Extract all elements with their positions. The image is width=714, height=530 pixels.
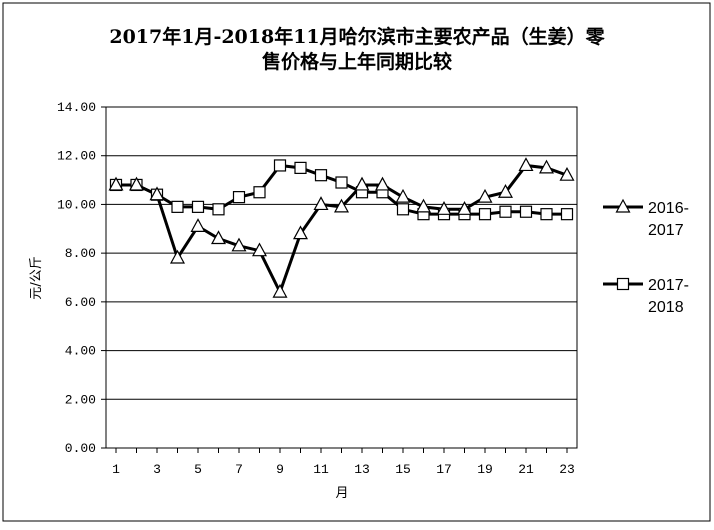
series-2-point: [273, 159, 287, 172]
x-tick-label: 5: [194, 462, 202, 477]
series-1-point: [559, 166, 575, 181]
series-1-point: [313, 196, 329, 211]
x-tick-label: 1: [112, 462, 120, 477]
y-tick-label: 14.00: [57, 100, 96, 115]
chart-border: [2, 2, 711, 522]
series-2-point: [191, 200, 205, 213]
series-1-point: [395, 188, 411, 203]
x-tick-label: 19: [477, 462, 493, 477]
x-tick-label: 13: [354, 462, 370, 477]
series-1-point: [415, 198, 432, 213]
x-tick-label: 23: [559, 462, 575, 477]
series-2-point: [335, 176, 348, 189]
legend-label-1: 2016-: [648, 200, 689, 217]
series-2-point: [212, 203, 225, 216]
x-tick-label: 3: [153, 462, 161, 477]
series-1-point: [108, 176, 124, 191]
series-2-point: [540, 208, 553, 221]
y-tick-label: 12.00: [57, 149, 96, 164]
x-tick-label: 9: [276, 462, 284, 477]
series-2-point: [519, 205, 533, 218]
series-1-point: [497, 183, 514, 198]
series-1-point: [477, 188, 493, 203]
series-1-point: [272, 283, 288, 298]
series-2-point: [396, 203, 410, 216]
series-1-point: [333, 198, 350, 213]
series-2-point: [253, 186, 266, 199]
y-axis-label: 元/公斤: [29, 256, 44, 299]
series-2-point: [560, 208, 574, 221]
series-1-point: [149, 186, 165, 201]
series-1-point: [374, 176, 391, 191]
y-tick-label: 10.00: [57, 197, 96, 212]
series-1-point: [436, 201, 452, 215]
series-2-point: [478, 208, 492, 221]
series-1-point: [210, 230, 227, 245]
legend-label-2: 2018: [648, 299, 684, 316]
series-1-point: [538, 159, 555, 174]
series-1-point: [128, 176, 145, 191]
y-tick-label: 2.00: [65, 392, 96, 407]
series-1-point: [354, 176, 370, 191]
chart-title-line-2: 售价格与上年同期比较: [261, 50, 452, 73]
y-tick-label: 6.00: [65, 295, 96, 310]
legend: 2016- 2017 2017- 2018: [603, 198, 689, 316]
series-2-point: [314, 169, 328, 182]
legend-marker-1: [615, 198, 631, 213]
x-tick-label: 17: [436, 462, 452, 477]
series-1-point: [456, 201, 473, 215]
x-tick-label: 21: [518, 462, 534, 477]
series-1-point: [251, 242, 268, 257]
series-1-point: [231, 237, 247, 252]
series-2-point: [499, 205, 512, 218]
series-2-point: [232, 191, 246, 204]
series-1-point: [292, 225, 309, 240]
legend-marker-2: [616, 277, 630, 291]
legend-label-2: 2017-: [648, 277, 689, 294]
y-tick-label: 4.00: [65, 344, 96, 359]
y-tick-label: 0.00: [65, 441, 96, 456]
chart-title-line-1: 2017年1月-2018年11月哈尔滨市主要农产品（生姜）零: [109, 25, 605, 48]
y-tick-label: 8.00: [65, 246, 96, 261]
x-tick-label: 7: [235, 462, 243, 477]
series-1-point: [169, 249, 186, 264]
series-2-point: [294, 161, 307, 174]
x-axis-label: 月: [335, 486, 348, 501]
series-2-point: [171, 200, 184, 213]
legend-label-1: 2017: [648, 222, 684, 239]
x-tick-label: 15: [395, 462, 411, 477]
series-1-point: [518, 157, 534, 172]
series-1-point: [190, 218, 206, 232]
x-tick-label: 11: [313, 462, 329, 477]
